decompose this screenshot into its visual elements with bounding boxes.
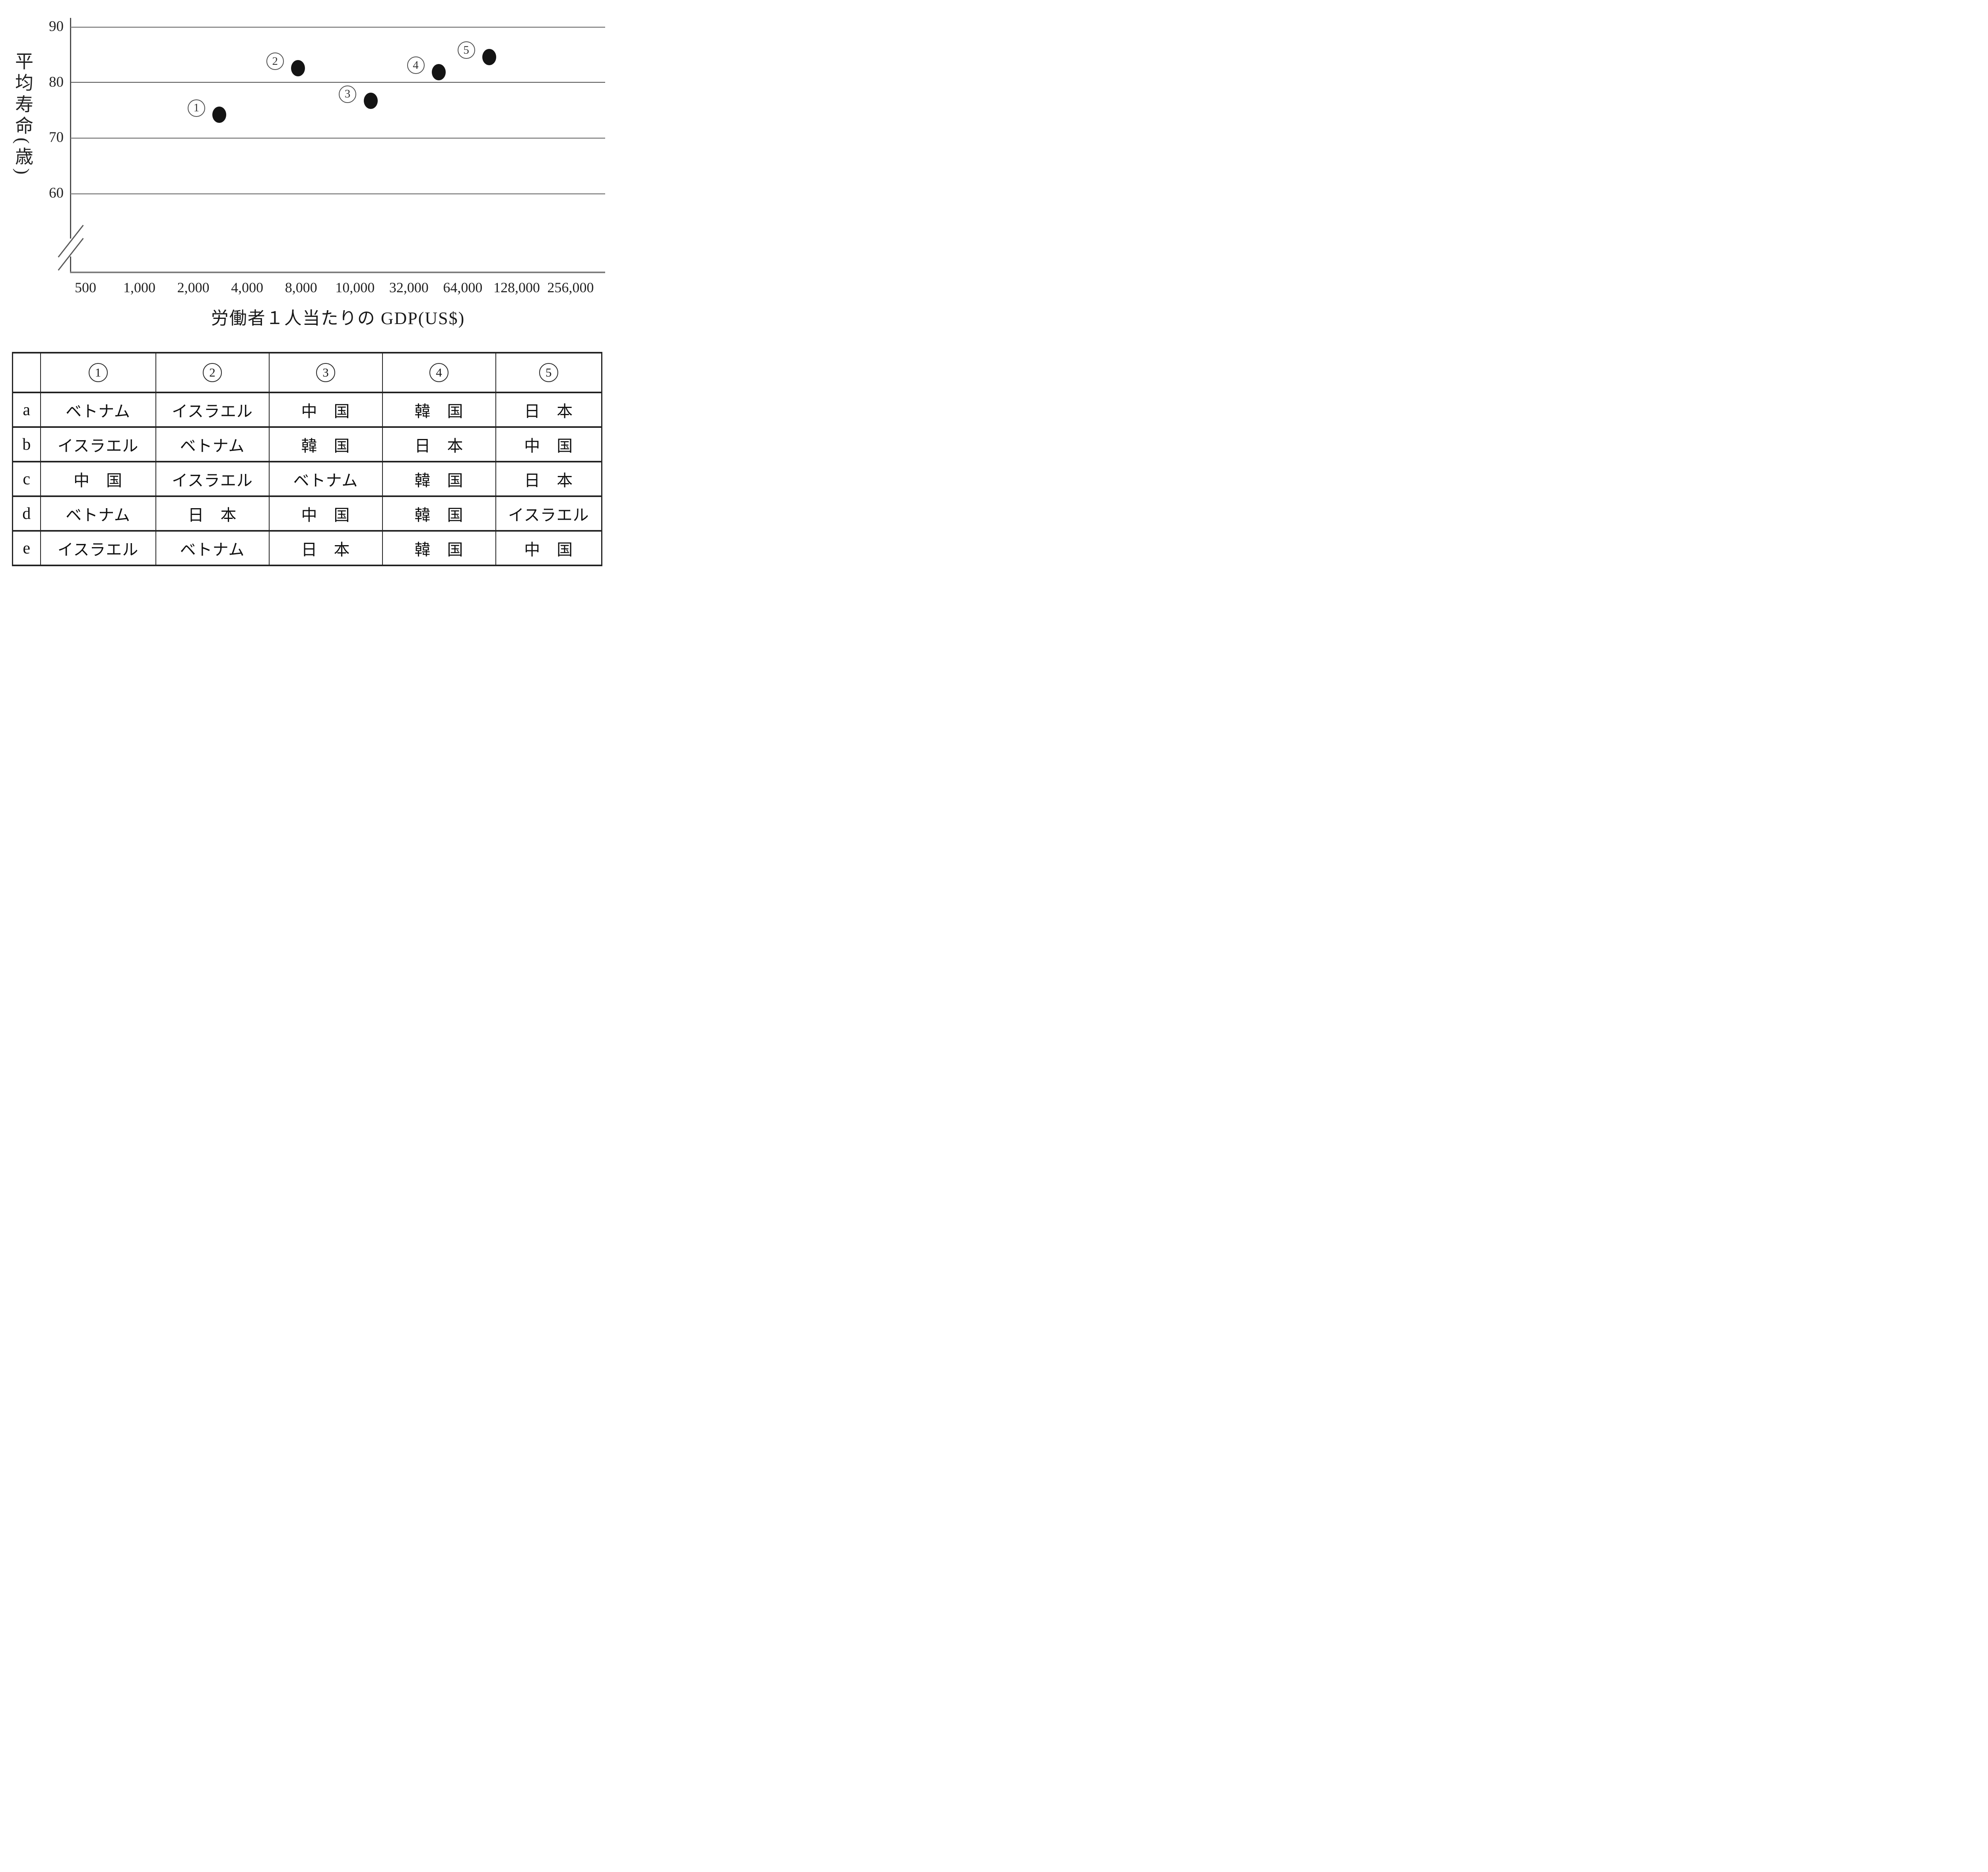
row-label-a: a <box>12 392 41 428</box>
x-tick-label-2000: 2,000 <box>177 280 210 295</box>
x-tick-label-64000: 64,000 <box>443 280 483 295</box>
data-point-2 <box>291 60 305 76</box>
exam-figure: 平均寿命(歳) 労働者１人当たりの GDP(US$) 90 80 70 60 500 1,… <box>0 0 614 567</box>
circled-number-2: 2 <box>203 363 222 382</box>
y-tick-label-60: 60 <box>49 185 64 201</box>
cell-d-col2: 日 本 <box>155 495 270 532</box>
cell-e-col4: 韓 国 <box>382 530 496 566</box>
data-point-5 <box>482 49 497 65</box>
row-label-d: d <box>12 495 41 532</box>
cell-b-col2: ベトナム <box>155 426 270 462</box>
table-row-e: e イスラエル ベトナム日 本韓 国中 国 <box>12 530 602 566</box>
cell-d-col5: イスラエル <box>495 495 602 532</box>
x-axis-title: 労働者１人当たりの GDP(US$) <box>211 309 465 328</box>
table-row-a: a ベトナム イスラエル中 国韓 国日 本 <box>12 392 602 428</box>
cell-d-col3: 中 国 <box>268 495 383 532</box>
row-label-e: e <box>12 530 41 566</box>
cell-b-col3: 韓 国 <box>268 426 383 462</box>
cell-d-col1: ベトナム <box>40 495 156 532</box>
table-corner-cell <box>12 352 41 393</box>
data-point-4 <box>432 64 446 80</box>
point-label-1: 1 <box>187 99 205 117</box>
y-axis-title: 平均寿命(歳) <box>13 51 33 178</box>
cell-c-col2: イスラエル <box>155 461 270 497</box>
y-axis-line-upper <box>70 18 71 239</box>
column-header-4: 4 <box>382 352 496 393</box>
circled-number-1: 1 <box>88 363 108 382</box>
table-row-b: b イスラエル ベトナム韓 国日 本中 国 <box>12 426 602 462</box>
y-tick-label-90: 90 <box>49 18 64 35</box>
column-header-5: 5 <box>495 352 602 393</box>
cell-e-col3: 日 本 <box>268 530 383 566</box>
x-tick-label-32000: 32,000 <box>389 280 429 295</box>
x-tick-label-128000: 128,000 <box>493 280 540 295</box>
y-axis-line-lower <box>70 256 71 272</box>
data-point-1 <box>212 107 227 123</box>
point-label-5: 5 <box>457 41 475 59</box>
table-header-row: 1 2 3 4 5 <box>12 352 602 393</box>
cell-c-col1: 中 国 <box>40 461 156 497</box>
cell-e-col5: 中 国 <box>495 530 602 566</box>
row-label-b: b <box>12 426 41 462</box>
gridline-80 <box>71 82 605 83</box>
column-header-1: 1 <box>40 352 156 393</box>
x-tick-label-4000: 4,000 <box>231 280 264 295</box>
x-tick-label-256000: 256,000 <box>547 280 594 295</box>
cell-c-col4: 韓 国 <box>382 461 496 497</box>
cell-b-col1: イスラエル <box>40 426 156 462</box>
y-tick-label-80: 80 <box>49 74 64 90</box>
gridline-60 <box>71 193 605 194</box>
cell-b-col5: 中 国 <box>495 426 602 462</box>
scatter-chart: 平均寿命(歳) 労働者１人当たりの GDP(US$) 90 80 70 60 500 1,… <box>0 0 614 330</box>
answer-table-wrap: 1 2 3 4 5 a ベトナム イスラエル中 国韓 国日 本 b イスラエル ベトナム韓 国日 本… <box>12 352 602 566</box>
cell-a-col3: 中 国 <box>268 392 383 428</box>
cell-a-col1: ベトナム <box>40 392 156 428</box>
point-label-3: 3 <box>339 85 356 103</box>
x-axis-line <box>70 272 605 273</box>
answer-table: 1 2 3 4 5 a ベトナム イスラエル中 国韓 国日 本 b イスラエル ベトナム韓 国日 本… <box>12 352 602 566</box>
column-header-2: 2 <box>155 352 270 393</box>
x-tick-label-500: 500 <box>75 280 96 295</box>
cell-d-col4: 韓 国 <box>382 495 496 532</box>
point-label-2: 2 <box>266 52 284 70</box>
cell-a-col5: 日 本 <box>495 392 602 428</box>
data-point-3 <box>363 93 378 109</box>
cell-b-col4: 日 本 <box>382 426 496 462</box>
cell-a-col2: イスラエル <box>155 392 270 428</box>
cell-c-col5: 日 本 <box>495 461 602 497</box>
x-tick-label-10000: 10,000 <box>335 280 375 295</box>
x-tick-label-8000: 8,000 <box>285 280 317 295</box>
table-row-d: d ベトナム日 本中 国韓 国イスラエル <box>12 495 602 532</box>
row-label-c: c <box>12 461 41 497</box>
cell-e-col2: ベトナム <box>155 530 270 566</box>
circled-number-3: 3 <box>316 363 335 382</box>
cell-e-col1: イスラエル <box>40 530 156 566</box>
gridline-90 <box>71 26 605 28</box>
y-tick-label-70: 70 <box>49 129 64 146</box>
x-tick-label-1000: 1,000 <box>123 280 156 295</box>
cell-c-col3: ベトナム <box>268 461 383 497</box>
point-label-4: 4 <box>407 56 425 74</box>
cell-a-col4: 韓 国 <box>382 392 496 428</box>
column-header-3: 3 <box>268 352 383 393</box>
circled-number-4: 4 <box>429 363 448 382</box>
circled-number-5: 5 <box>539 363 558 382</box>
gridline-70 <box>71 137 605 139</box>
